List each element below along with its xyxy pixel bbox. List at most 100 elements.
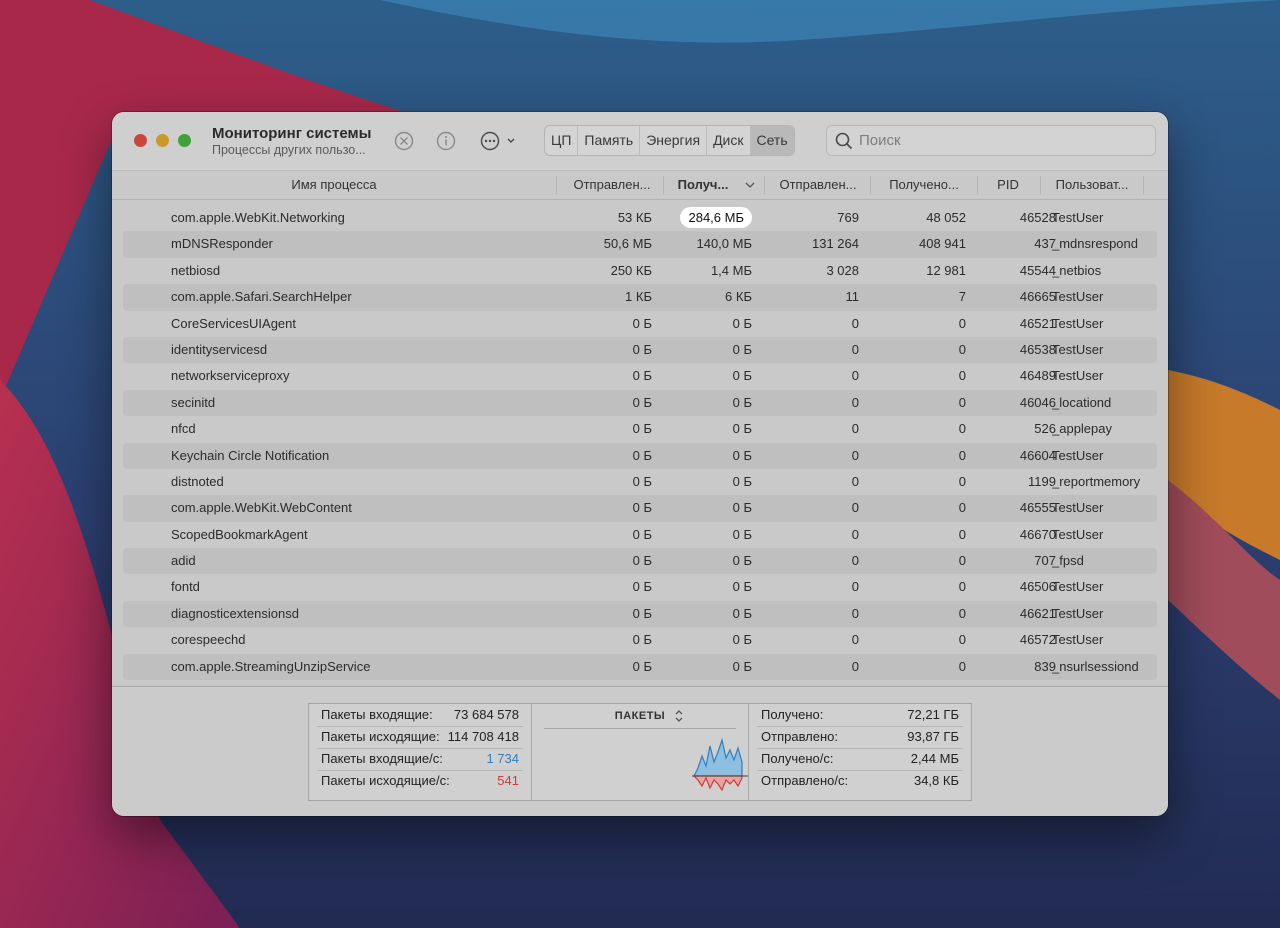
sort-descending-icon xyxy=(745,182,755,188)
column-divider[interactable] xyxy=(556,176,557,194)
sent-packets-cell-text: 769 xyxy=(837,210,859,225)
column-header-user[interactable]: Пользоват... xyxy=(1055,177,1129,192)
table-row[interactable]: secinitd 0 Б 0 Б 0 0 46046 _locationd xyxy=(112,389,1168,417)
zoom-window-button[interactable] xyxy=(178,134,191,147)
received-packets-cell-text: 48 052 xyxy=(926,210,966,225)
process-name-cell-text: adid xyxy=(171,553,196,569)
stat-label: Пакеты исходящие: xyxy=(321,729,440,744)
column-divider[interactable] xyxy=(870,176,871,194)
column-header-received-packets[interactable]: Получено... xyxy=(889,177,959,192)
sent-packets-cell-text: 0 xyxy=(851,473,859,489)
table-row[interactable]: diagnosticextensionsd 0 Б 0 Б 0 0 46621 TestUs… xyxy=(112,600,1168,628)
pid-cell-text: 46046 xyxy=(1019,394,1056,410)
sent-bytes-cell: 0 Б xyxy=(558,311,652,337)
pid-cell: 707 xyxy=(976,548,1056,574)
column-header-received-bytes[interactable]: Получ... xyxy=(677,177,729,192)
table-row[interactable]: nfcd 0 Б 0 Б 0 0 526 _applepay xyxy=(112,416,1168,442)
stop-process-button[interactable] xyxy=(393,130,415,152)
pid-cell: 526 xyxy=(976,416,1056,442)
table-row[interactable]: com.apple.Safari.SearchHelper 1 КБ 6 КБ 11 7… xyxy=(112,284,1168,311)
graph-mode-selector[interactable]: ПАКЕТЫ xyxy=(532,710,748,722)
received-bytes-cell: 0 Б xyxy=(662,390,752,416)
received-bytes-cell: 0 Б xyxy=(662,601,752,627)
process-name-cell: CoreServicesUIAgent xyxy=(171,311,551,337)
user-cell: TestUser xyxy=(1052,574,1140,600)
user-cell: _locationd xyxy=(1052,390,1140,416)
table-row[interactable]: CoreServicesUIAgent 0 Б 0 Б 0 0 46521 TestUser xyxy=(112,311,1168,337)
table-row[interactable]: corespeechd 0 Б 0 Б 0 0 46572 TestUser xyxy=(112,627,1168,653)
received-bytes-cell: 284,6 МБ xyxy=(662,205,752,231)
table-row[interactable]: networkserviceproxy 0 Б 0 Б 0 0 46489 TestUser xyxy=(112,363,1168,389)
sent-bytes-cell-text: 0 Б xyxy=(632,658,652,674)
received-bytes-cell-text: 284,6 МБ xyxy=(680,207,752,228)
tab-network[interactable]: Сеть xyxy=(750,126,794,155)
column-divider[interactable] xyxy=(1040,176,1041,194)
stat-row: Пакеты входящие/с: 1 734 xyxy=(317,748,523,771)
pid-cell-text: 1199 xyxy=(1028,473,1056,489)
column-header-sent-packets[interactable]: Отправлен... xyxy=(779,177,857,192)
column-divider[interactable] xyxy=(764,176,765,194)
table-row[interactable]: Keychain Circle Notification 0 Б 0 Б 0 0 4660… xyxy=(112,442,1168,470)
sent-bytes-cell-text: 0 Б xyxy=(632,421,652,437)
user-cell-text: TestUser xyxy=(1052,447,1104,463)
search-input[interactable] xyxy=(859,126,1139,155)
user-cell: _reportmemory xyxy=(1052,469,1140,495)
stat-row: Получено: 72,21 ГБ xyxy=(757,704,963,727)
received-packets-cell-text: 7 xyxy=(958,289,966,305)
received-packets-cell-text: 0 xyxy=(958,341,966,357)
ellipsis-circle-icon xyxy=(480,131,515,151)
sent-bytes-cell-text: 0 Б xyxy=(632,368,652,384)
received-packets-cell: 7 xyxy=(870,284,966,310)
column-divider[interactable] xyxy=(1143,176,1144,194)
tab-cpu[interactable]: ЦП xyxy=(545,126,579,155)
sent-packets-cell: 0 xyxy=(764,574,859,600)
more-actions-button[interactable] xyxy=(479,130,519,152)
process-name-cell: com.apple.WebKit.Networking xyxy=(171,205,551,231)
minimize-window-button[interactable] xyxy=(156,134,169,147)
process-name-cell: adid xyxy=(171,548,551,574)
received-packets-cell: 0 xyxy=(870,390,966,416)
chevron-up-down-icon[interactable] xyxy=(674,709,684,723)
received-packets-cell-text: 0 xyxy=(958,526,966,542)
user-cell: TestUser xyxy=(1052,311,1140,337)
sent-packets-cell: 769 xyxy=(764,205,859,231)
column-header-process-name[interactable]: Имя процесса xyxy=(291,177,377,192)
stat-label: Отправлено: xyxy=(761,729,839,744)
table-row[interactable]: fontd 0 Б 0 Б 0 0 46506 TestUser xyxy=(112,574,1168,600)
packets-stats: Пакеты входящие: 73 684 578 Пакеты исход… xyxy=(309,704,532,800)
table-row[interactable]: com.apple.WebKit.WebContent 0 Б 0 Б 0 0 46555… xyxy=(112,495,1168,523)
column-header-sent-bytes[interactable]: Отправлен... xyxy=(573,177,651,192)
close-window-button[interactable] xyxy=(134,134,147,147)
table-row[interactable]: mDNSResponder 50,6 МБ 140,0 МБ 131 264 408 9… xyxy=(112,231,1168,259)
info-button[interactable] xyxy=(435,130,457,152)
column-divider[interactable] xyxy=(663,176,664,194)
received-bytes-cell-text: 0 Б xyxy=(732,394,752,410)
table-row[interactable]: com.apple.WebKit.Networking 53 КБ 284,6 МБ… xyxy=(112,205,1168,231)
graph-mode-label: ПАКЕТЫ xyxy=(614,710,666,722)
search-field[interactable] xyxy=(826,125,1156,156)
pid-cell: 46046 xyxy=(976,390,1056,416)
app-subtitle[interactable]: Процессы других пользо... xyxy=(212,143,366,157)
table-row[interactable]: identityservicesd 0 Б 0 Б 0 0 46538 TestUser xyxy=(112,336,1168,364)
received-bytes-cell-text: 0 Б xyxy=(732,447,752,463)
tab-energy[interactable]: Энергия xyxy=(640,126,708,155)
table-row[interactable]: ScopedBookmarkAgent 0 Б 0 Б 0 0 46670 TestUser xyxy=(112,522,1168,548)
process-name-cell-text: Keychain Circle Notification xyxy=(171,447,330,463)
user-cell: TestUser xyxy=(1052,601,1140,627)
table-row[interactable]: distnoted 0 Б 0 Б 0 0 1199 _reportmemory xyxy=(112,469,1168,495)
column-header-pid[interactable]: PID xyxy=(997,177,1019,192)
table-row[interactable]: adid 0 Б 0 Б 0 0 707 _fpsd xyxy=(112,548,1168,575)
sent-bytes-cell-text: 0 Б xyxy=(632,605,652,621)
tab-memory[interactable]: Память xyxy=(578,126,641,155)
column-divider[interactable] xyxy=(977,176,978,194)
tab-disk[interactable]: Диск xyxy=(707,126,751,155)
table-row[interactable]: com.apple.StreamingUnzipService 0 Б 0 Б 0 0 8… xyxy=(112,653,1168,681)
table-row[interactable]: netbiosd 250 КБ 1,4 МБ 3 028 12 981 45544 _net… xyxy=(112,258,1168,284)
received-bytes-cell: 0 Б xyxy=(662,654,752,680)
app-title: Мониторинг системы xyxy=(212,125,372,142)
stat-label: Получено: xyxy=(761,707,824,722)
process-name-cell-text: com.apple.WebKit.WebContent xyxy=(171,500,352,516)
user-cell: TestUser xyxy=(1052,284,1140,310)
received-bytes-cell: 0 Б xyxy=(662,311,752,337)
process-name-cell-text: fontd xyxy=(171,579,200,595)
